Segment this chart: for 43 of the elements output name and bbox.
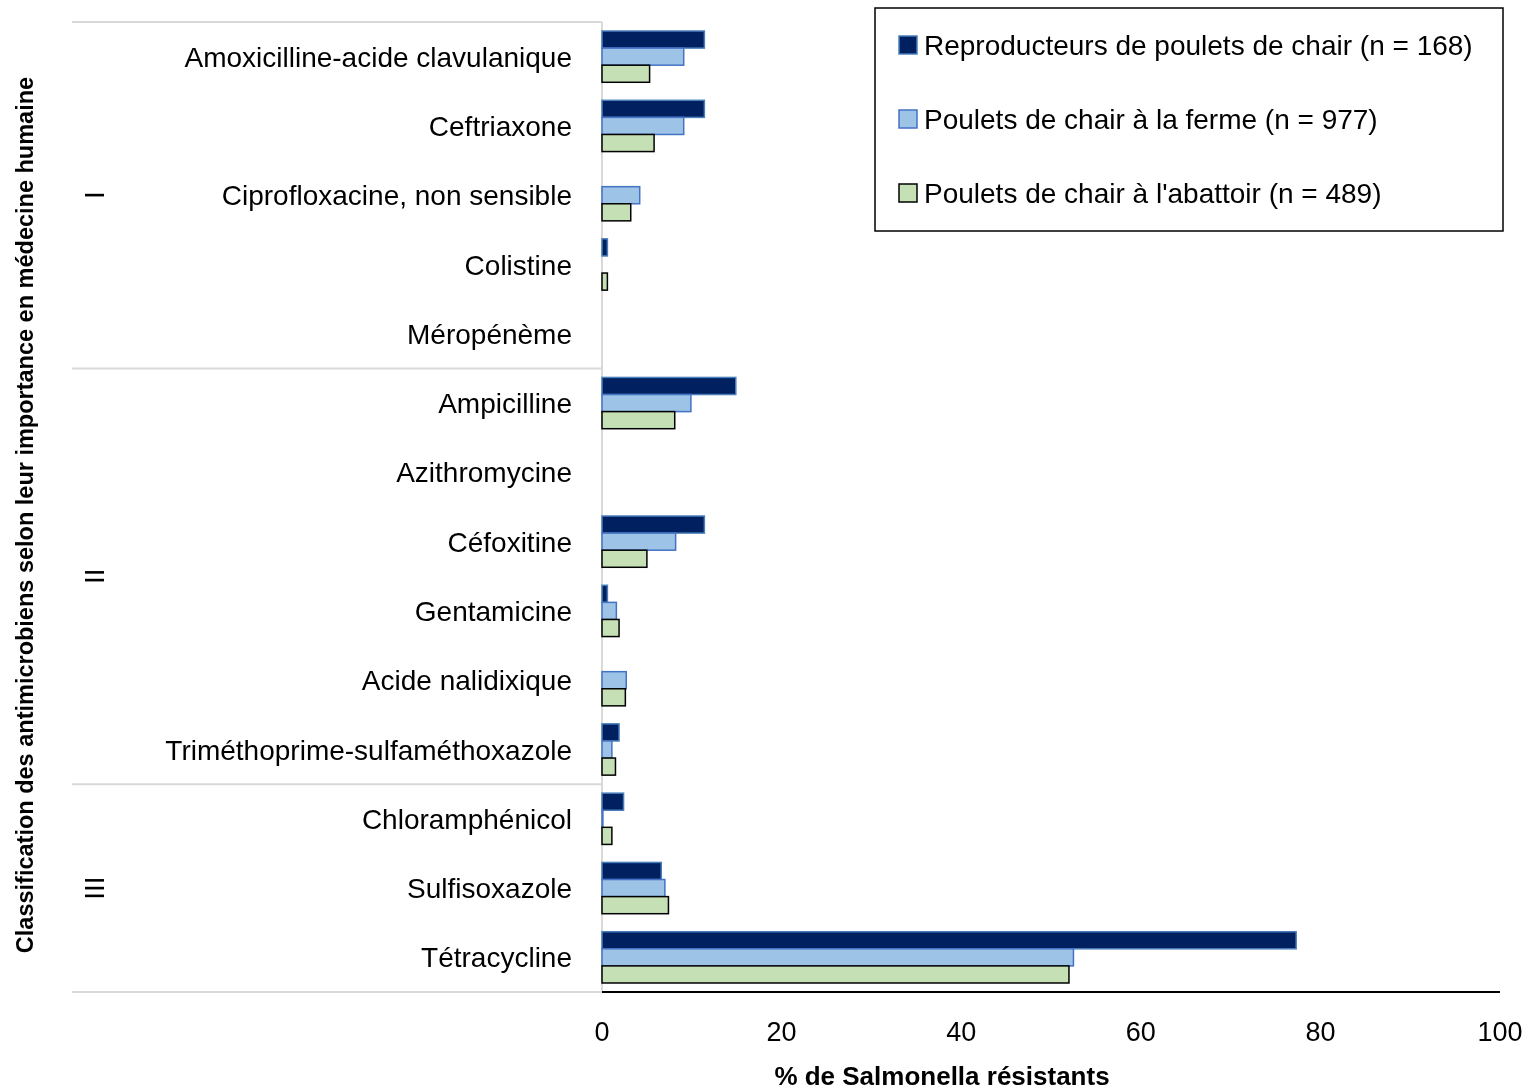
bar [601, 133, 655, 153]
y-tick-label: Azithromycine [396, 456, 572, 488]
text: III [78, 876, 110, 900]
x-axis-title: % de Salmonella résistants [774, 1061, 1110, 1091]
legend-label: Poulets de chair à la ferme (n = 977) [924, 103, 1378, 135]
y-tick-label: Tétracycline [421, 941, 572, 973]
text: I [78, 191, 110, 200]
x-tick-label: 0 [594, 1017, 610, 1047]
x-tick-label: 20 [766, 1017, 797, 1047]
legend-label: Reproducteurs de poulets de chair (n = 168) [924, 29, 1473, 61]
y-tick-label: Sulfisoxazole [407, 872, 572, 904]
bar [601, 618, 620, 638]
bar [601, 895, 670, 915]
bar [601, 64, 651, 84]
y-tick-label: Triméthoprime-sulfaméthoxazole [165, 734, 572, 765]
bar [601, 670, 627, 690]
x-tick-label: 40 [946, 1017, 977, 1047]
text: Classification des antimicrobiens selon leur importance en médecine humaine [12, 76, 38, 954]
bar [601, 965, 1070, 984]
y-tick-label: Ciprofloxacine, non sensible [221, 179, 572, 211]
x-tick-label: 80 [1305, 1017, 1336, 1047]
y-tick-label: Chloramphénicol [361, 803, 572, 835]
x-tick-label: 100 [1477, 1017, 1523, 1047]
bar [601, 185, 641, 205]
bar [601, 549, 648, 569]
bar [601, 826, 613, 846]
bar [601, 203, 632, 222]
bar [601, 272, 609, 291]
y-tick-label: Ceftriaxone [428, 110, 572, 142]
y-tick-label: Céfoxitine [447, 526, 572, 558]
y-tick-label: Méropénème [407, 318, 572, 350]
y-tick-label: Gentamicine [414, 595, 572, 627]
bar [601, 410, 676, 430]
bar [601, 688, 627, 707]
bar [601, 238, 609, 257]
y-tick-label: Ampicilline [438, 387, 572, 419]
bar [601, 757, 617, 776]
y-tick-label: Acide nalidixique [361, 664, 572, 696]
y-tick-label: Amoxicilline-acide clavulanique [184, 41, 572, 73]
text: II [78, 568, 110, 585]
x-tick-label: 60 [1125, 1017, 1156, 1047]
y-tick-label: Colistine [464, 249, 572, 280]
legend-label: Poulets de chair à l'abattoir (n = 489) [924, 177, 1382, 209]
